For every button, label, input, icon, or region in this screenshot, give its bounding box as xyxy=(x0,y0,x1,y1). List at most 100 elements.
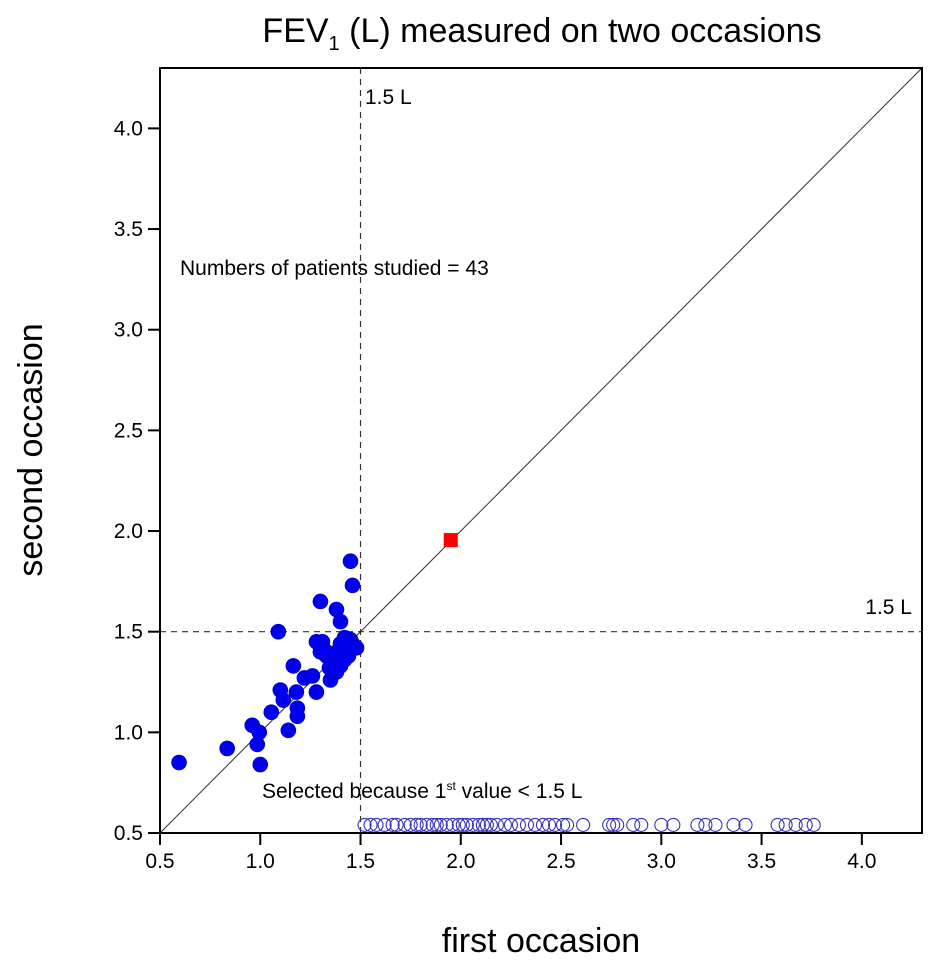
vline-label: 1.5 L xyxy=(365,86,412,109)
open-point xyxy=(726,817,741,832)
filled-point xyxy=(288,684,305,700)
x-tick-label: 0.5 xyxy=(145,850,174,873)
open-point xyxy=(626,817,641,832)
y-tick-label: 1.0 xyxy=(114,721,143,744)
filled-point xyxy=(344,577,361,594)
x-axis-label: first occasion xyxy=(442,922,640,960)
open-point xyxy=(560,817,575,832)
open-point xyxy=(556,817,571,832)
open-point xyxy=(778,817,793,832)
filled-point xyxy=(263,704,280,721)
x-tick-label: 4.0 xyxy=(847,850,876,873)
y-axis: 0.5 1.0 1.5 2.0 2.5 3.0 3.5 4.0 xyxy=(114,117,160,845)
highlight-points-group xyxy=(443,533,458,548)
open-point xyxy=(547,817,563,832)
open-point xyxy=(806,817,821,832)
open-point xyxy=(363,817,378,832)
y-tick-label: 2.5 xyxy=(114,419,143,442)
filled-point xyxy=(289,708,306,725)
open-point xyxy=(369,817,384,832)
filled-points-group xyxy=(171,553,365,773)
open-point xyxy=(439,817,454,832)
filled-point xyxy=(342,553,359,570)
open-point xyxy=(429,817,444,832)
open-point xyxy=(459,817,474,832)
open-point xyxy=(527,817,543,832)
open-point xyxy=(445,817,460,832)
open-point xyxy=(465,817,480,832)
x-tick-label: 2.5 xyxy=(546,850,575,873)
open-point xyxy=(451,817,466,832)
open-point xyxy=(377,817,392,832)
filled-point xyxy=(312,593,329,610)
filled-point xyxy=(249,736,266,753)
open-point xyxy=(770,817,785,832)
open-point xyxy=(738,817,753,832)
x-tick-label: 3.0 xyxy=(647,850,676,873)
filled-point xyxy=(304,668,321,684)
patients-annotation: Numbers of patients studied = 43 xyxy=(180,257,489,280)
plot-frame xyxy=(159,67,923,834)
open-points-group xyxy=(357,817,821,832)
y-tick-label: 3.0 xyxy=(114,319,143,342)
filled-point xyxy=(332,613,349,630)
x-tick-label: 1.0 xyxy=(246,850,275,873)
open-point xyxy=(541,817,557,832)
x-axis: 0.5 1.0 1.5 2.0 2.5 3.0 3.5 4.0 xyxy=(145,833,876,873)
open-point xyxy=(419,817,434,832)
y-tick-label: 1.5 xyxy=(114,621,143,644)
open-point xyxy=(698,817,713,832)
filled-point xyxy=(171,754,187,771)
filled-point xyxy=(318,644,335,660)
open-point xyxy=(409,817,424,832)
open-point xyxy=(503,817,518,832)
open-point xyxy=(425,817,440,832)
open-point xyxy=(666,817,681,832)
open-point xyxy=(357,817,372,832)
highlight-square-point xyxy=(443,533,458,548)
open-point xyxy=(519,817,535,832)
selected-annotation-sup: st xyxy=(446,779,456,793)
chart-title-subscript: 1 xyxy=(329,33,340,55)
open-point xyxy=(475,817,490,832)
filled-point xyxy=(348,639,365,656)
filled-point xyxy=(308,684,325,700)
open-point xyxy=(479,817,494,832)
y-tick-label: 0.5 xyxy=(114,822,143,845)
open-point xyxy=(397,817,412,832)
filled-point xyxy=(326,662,343,678)
open-point xyxy=(690,817,705,832)
open-point xyxy=(389,817,404,832)
open-point xyxy=(576,817,591,832)
y-tick-label: 4.0 xyxy=(114,117,143,140)
chart-title: FEV1 (L) measured on two occasions xyxy=(262,12,821,55)
open-point xyxy=(385,817,400,832)
filled-point xyxy=(285,658,302,674)
open-point xyxy=(535,817,551,832)
filled-point xyxy=(252,756,269,773)
open-point xyxy=(654,817,669,832)
open-point xyxy=(708,817,723,832)
open-point xyxy=(610,817,625,832)
chart-title-rest: (L) measured on two occasions xyxy=(340,12,822,50)
filled-point xyxy=(336,629,353,646)
open-point xyxy=(497,817,512,832)
y-tick-label: 2.0 xyxy=(114,520,143,543)
open-point xyxy=(798,817,813,832)
y-tick-label: 3.5 xyxy=(114,218,143,241)
filled-point xyxy=(270,623,287,640)
hline-label: 1.5 L xyxy=(865,596,912,619)
x-tick-label: 2.0 xyxy=(446,850,475,873)
filled-point xyxy=(280,722,297,739)
open-point xyxy=(606,817,621,832)
chart-title-main: FEV xyxy=(262,12,328,50)
open-point xyxy=(471,817,486,832)
selected-annotation: Selected because 1st value < 1.5 L xyxy=(262,779,583,803)
open-point xyxy=(455,817,470,832)
selected-annotation-pre: Selected because 1 xyxy=(262,780,446,803)
x-tick-label: 1.5 xyxy=(346,850,375,873)
x-tick-label: 3.5 xyxy=(747,850,776,873)
open-point xyxy=(489,817,504,832)
open-point xyxy=(788,817,803,832)
filled-point xyxy=(219,740,235,757)
